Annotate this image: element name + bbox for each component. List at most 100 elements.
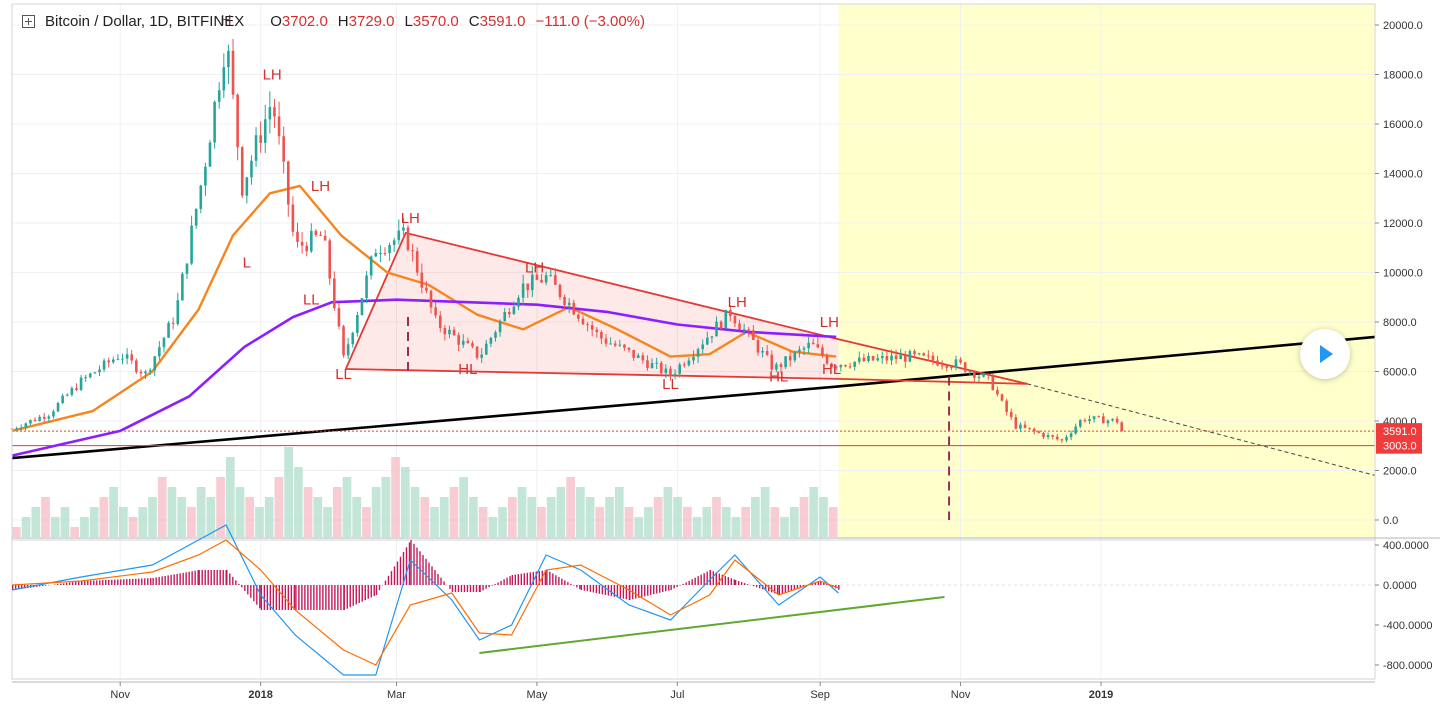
projection-zone	[838, 4, 1375, 537]
candle	[282, 136, 285, 162]
histogram-bar	[790, 585, 793, 591]
histogram-bar	[238, 583, 240, 585]
time-tick: Nov	[110, 689, 130, 701]
candle	[245, 177, 249, 196]
histogram-bar	[266, 585, 269, 610]
candle	[710, 336, 714, 338]
candle	[319, 234, 322, 236]
candle	[646, 360, 649, 369]
histogram-bar	[549, 571, 551, 585]
volume-bar	[410, 487, 420, 537]
histogram-bar	[734, 580, 737, 585]
histogram-bar	[579, 585, 581, 590]
candle	[659, 362, 663, 374]
price-tick: 18000.0	[1383, 70, 1423, 82]
histogram-bar	[485, 585, 487, 589]
candle	[904, 355, 907, 362]
histogram-bar	[60, 583, 62, 585]
expand-icon[interactable]	[22, 14, 35, 28]
histogram-bar	[310, 585, 312, 610]
histogram-bar	[793, 585, 796, 590]
candle	[950, 367, 953, 369]
candle	[415, 251, 419, 273]
candle	[1051, 435, 1054, 437]
candle	[19, 427, 23, 429]
histogram-bar	[301, 585, 303, 610]
histogram-bar	[402, 552, 405, 585]
candle	[719, 321, 723, 329]
time-tick: Mar	[387, 689, 406, 701]
candle	[830, 363, 833, 367]
histogram-bar	[817, 581, 820, 585]
histogram-bar	[715, 572, 718, 585]
last-price-badge	[1376, 423, 1422, 440]
volume-bar	[634, 517, 644, 537]
candle	[484, 343, 488, 355]
histogram-bar	[138, 578, 140, 585]
histogram-bar	[580, 585, 583, 590]
histogram-bar	[784, 585, 787, 593]
histogram-bar	[21, 585, 23, 589]
candle	[669, 368, 672, 377]
histogram-bar	[278, 585, 281, 610]
candle	[572, 302, 576, 315]
histogram-bar	[316, 585, 318, 610]
histogram-bar	[384, 580, 387, 585]
histogram-bar	[152, 578, 154, 585]
pattern-label: LH	[311, 178, 330, 195]
histogram-bar	[185, 572, 187, 585]
candle	[121, 358, 124, 360]
candle	[986, 373, 990, 376]
candle	[268, 107, 272, 120]
histogram-bar	[730, 578, 733, 585]
histogram-bar	[676, 585, 678, 587]
histogram-bar	[778, 585, 781, 595]
candle	[595, 329, 599, 333]
volume-bar	[99, 497, 109, 537]
candle	[503, 311, 507, 322]
volume-bar	[177, 497, 187, 537]
candle	[706, 337, 709, 345]
candle	[443, 327, 447, 335]
candle	[512, 306, 516, 315]
candle	[1055, 436, 1059, 440]
candle	[517, 297, 520, 307]
candle	[411, 250, 414, 252]
volume-bar	[196, 487, 206, 537]
volume-bar	[31, 507, 41, 537]
candle	[1115, 418, 1119, 423]
histogram-bar	[650, 585, 652, 595]
ma-fast-line	[11, 184, 837, 433]
candle	[756, 339, 760, 353]
candle	[752, 330, 755, 340]
candle	[158, 347, 161, 357]
price-tick: 0.0	[1383, 515, 1398, 527]
candle	[798, 349, 801, 353]
candle	[959, 359, 962, 363]
histogram-bar	[93, 580, 95, 585]
candle	[461, 340, 465, 345]
candle	[42, 416, 46, 419]
histogram-bar	[752, 585, 755, 587]
histogram-bar	[469, 585, 472, 592]
candle	[52, 411, 55, 417]
play-button[interactable]	[1300, 329, 1350, 379]
price-tick: 14000.0	[1383, 169, 1423, 181]
price-tick: 6000.0	[1383, 367, 1417, 379]
histogram-bar	[155, 577, 157, 585]
candle	[590, 325, 594, 330]
histogram-bar	[102, 580, 104, 585]
histogram-bar	[253, 585, 255, 602]
candle	[259, 135, 262, 143]
candle	[899, 355, 903, 360]
volume-bar	[828, 507, 838, 537]
candle	[945, 365, 949, 368]
candle	[816, 344, 820, 348]
time-tick: Sep	[810, 689, 830, 701]
candle	[1097, 416, 1101, 418]
candle	[1065, 437, 1068, 441]
macd-histogram	[12, 540, 840, 610]
candle	[650, 363, 654, 369]
histogram-bar	[176, 573, 178, 585]
candle	[1106, 420, 1110, 424]
